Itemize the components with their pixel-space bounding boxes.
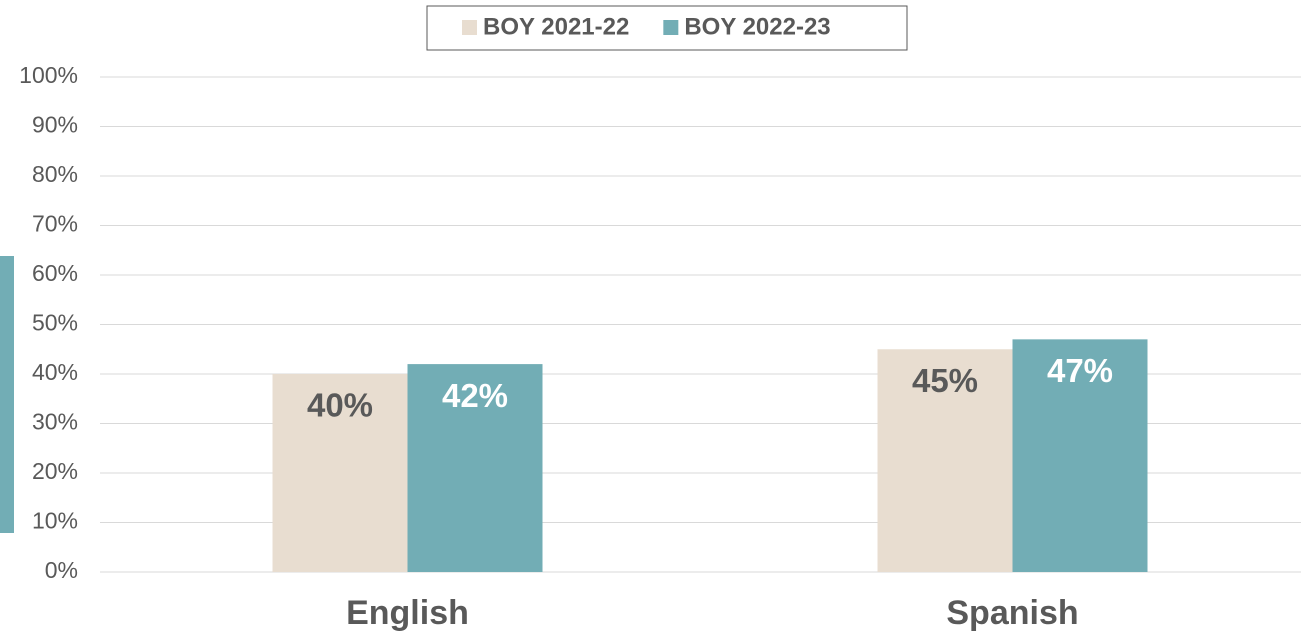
legend-label: BOY 2021-22 [483, 13, 629, 40]
bar [272, 374, 408, 572]
y-tick-label: 20% [32, 458, 78, 484]
data-label: 47% [1047, 352, 1113, 389]
y-tick-label: 70% [32, 211, 78, 237]
legend-label: BOY 2022-23 [684, 13, 830, 40]
y-tick-label: 50% [32, 310, 78, 336]
bar [407, 364, 543, 572]
y-tick-label: 40% [32, 359, 78, 385]
x-tick-label: English [346, 594, 469, 632]
data-label: 40% [307, 387, 373, 424]
y-tick-label: 30% [32, 409, 78, 435]
y-tick-label: 100% [19, 62, 78, 88]
y-tick-label: 90% [32, 112, 78, 138]
legend-swatch [663, 20, 679, 35]
y-tick-label: 80% [32, 161, 78, 187]
data-label: 42% [442, 377, 508, 414]
data-label: 45% [912, 362, 978, 399]
x-tick-label: Spanish [946, 594, 1078, 632]
y-tick-label: 60% [32, 260, 78, 286]
legend-swatch [462, 20, 477, 35]
side-accent [0, 256, 14, 533]
y-tick-label: 0% [45, 557, 78, 583]
y-tick-label: 10% [32, 508, 78, 534]
bar [1012, 339, 1148, 572]
bar [877, 349, 1013, 572]
